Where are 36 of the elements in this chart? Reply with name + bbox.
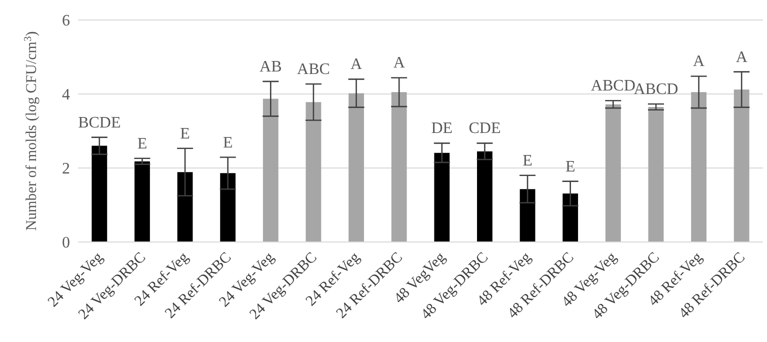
y-tick-label: 2 [62,160,70,178]
data-label: ABC [297,61,330,78]
bar [220,173,236,242]
data-label: DE [431,120,453,138]
data-label: E [522,152,532,170]
data-label: A [350,56,362,74]
bar [520,189,536,242]
bar [691,92,706,242]
bar [562,194,578,242]
data-label: AB [260,58,282,76]
bar [306,102,322,242]
data-label: A [393,54,406,72]
data-label: E [565,158,576,176]
bar [434,152,450,242]
bar [134,161,150,242]
bar [605,104,621,242]
bar [177,172,193,242]
data-label: A [693,53,705,70]
data-label: BCDE [78,114,121,132]
y-tick-label: 6 [62,12,70,30]
bar [648,106,664,242]
data-label: A [736,48,748,66]
bar [262,98,278,242]
bar [477,151,492,242]
y-tick-label: 4 [62,86,70,104]
y-tick-label: 0 [62,234,70,252]
data-label: ABCD [634,80,678,98]
bar [92,146,108,242]
data-label: E [137,135,148,152]
data-label: ABCD [590,78,636,95]
data-label: CDE [468,120,501,138]
bar [734,90,750,242]
data-label: E [180,125,190,142]
data-label: E [222,134,233,152]
bar [348,93,364,242]
bar [391,92,407,242]
